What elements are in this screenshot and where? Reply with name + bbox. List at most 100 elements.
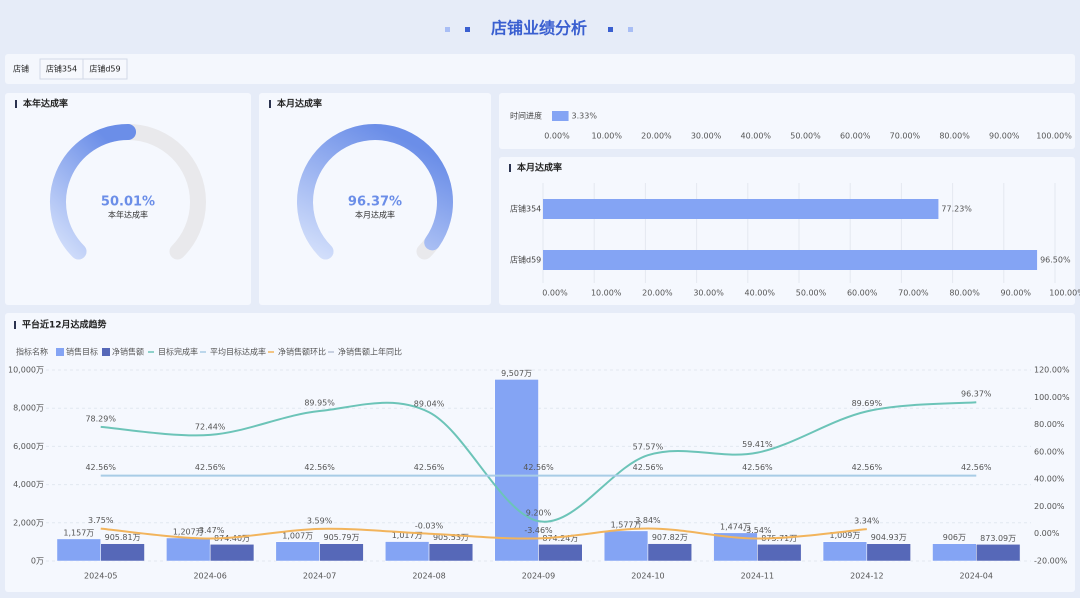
line-value-label: 3.59% [307,516,333,525]
gauge-value [50,124,137,260]
value-label: 3.33% [572,112,598,121]
x-tick-label: 40.00% [741,132,772,141]
category-label: 店铺354 [510,204,541,214]
category-label: 时间进度 [510,111,542,121]
filter-bar [5,54,1075,84]
line-value-label: -3.54% [743,526,772,535]
line-value-label: 96.37% [961,390,992,399]
bar-value-label: 1,017万 [392,531,423,540]
title-marker [509,164,511,172]
x-tick-label: 70.00% [898,289,929,298]
line-value-label: 9.20% [526,509,552,518]
page-title: 店铺业绩分析 [491,19,587,38]
title-marker [14,321,16,329]
x-tick-label: 2024-06 [193,572,226,581]
x-tick-label: 20.00% [642,289,673,298]
x-tick-label: 2024-12 [850,572,883,581]
legend-swatch [102,348,110,356]
line-value-label: 59.41% [742,440,773,449]
gauge-caption: 本月达成率 [355,210,395,220]
bar [543,199,939,219]
bar-value-label: 1,474万 [720,522,751,531]
bar [603,530,649,562]
filter-option-label[interactable]: 店铺354 [46,64,77,74]
line-value-label: 89.95% [304,398,335,407]
bar-value-label: 874.24万 [542,534,578,543]
bar [932,543,977,562]
filter-option[interactable] [82,58,128,80]
bar-value-label: 907.82万 [652,533,688,542]
y2-tick-label: 80.00% [1034,420,1065,429]
deco [465,27,470,32]
bar [538,544,583,562]
y-tick-label: 6,000万 [13,442,44,451]
bar [494,379,539,562]
x-tick-label: 0.00% [544,132,570,141]
bar [166,537,211,562]
y2-tick-label: 60.00% [1034,447,1065,456]
line-value-label: 78.29% [85,414,116,423]
x-tick-label: 2024-07 [303,572,336,581]
line-value-label: 89.69% [852,399,883,408]
gauge-value [297,124,453,260]
panel [499,93,1075,149]
y-tick-label: 8,000万 [13,404,44,413]
x-tick-label: 2024-08 [412,572,445,581]
y2-tick-label: 0.00% [1034,529,1060,538]
bar [647,543,692,562]
title-marker [269,100,271,108]
x-tick-label: 0.00% [542,289,568,298]
line-value-label: 3.84% [635,516,661,525]
legend-label: 目标完成率 [158,347,198,357]
x-tick-label: 2024-11 [741,572,774,581]
line-value-label: 42.56% [523,463,554,472]
bar [275,541,320,562]
bar [385,541,430,562]
line-value-label: 3.75% [88,516,114,525]
y2-tick-label: 120.00% [1034,366,1070,375]
x-tick-label: 10.00% [591,289,622,298]
bar-value-label: 1,577万 [611,520,642,529]
legend-label: 平均目标达成率 [210,347,266,357]
line-value-label: 42.56% [195,463,226,472]
x-tick-label: 100.00% [1036,132,1072,141]
x-tick-label: 2024-09 [522,572,555,581]
line [100,401,977,523]
y2-tick-label: 100.00% [1034,393,1070,402]
bar [56,538,101,562]
line [100,527,867,540]
filter-option-label[interactable]: 店铺d59 [89,64,120,74]
y2-tick-label: 20.00% [1034,502,1065,511]
line-value-label: -3.47% [196,526,225,535]
x-tick-label: 100.00% [1049,289,1080,298]
bar-value-label: 905.79万 [324,533,360,542]
x-tick-label: 70.00% [890,132,921,141]
line-value-label: 3.34% [854,517,880,526]
bar-value-label: 906万 [943,533,966,542]
panel-title: 平台近12月达成趋势 [22,319,107,331]
y-tick-label: 10,000万 [8,366,44,375]
line-value-label: 42.56% [414,463,445,472]
line-value-label: 72.44% [195,422,226,431]
line-value-label: 42.56% [742,463,773,472]
panel-title: 本月达成率 [517,162,562,174]
x-tick-label: 30.00% [693,289,724,298]
bar [822,541,868,562]
line-value-label: -0.03% [415,521,444,530]
deco [445,27,450,32]
legend-label: 净销售额环比 [278,347,326,357]
gauge-caption: 本年达成率 [108,210,148,220]
title-marker [15,100,17,108]
y-tick-label: 2,000万 [13,518,44,527]
deco [608,27,613,32]
panel [499,157,1075,305]
bar-value-label: 905.81万 [105,533,141,542]
bar-value-label: 9,507万 [501,369,532,378]
x-tick-label: 80.00% [939,132,970,141]
x-tick-label: 50.00% [796,289,827,298]
line-value-label: 42.56% [961,463,992,472]
bar [209,544,255,562]
bar-value-label: 873.09万 [980,534,1016,543]
x-tick-label: 2024-04 [960,572,993,581]
